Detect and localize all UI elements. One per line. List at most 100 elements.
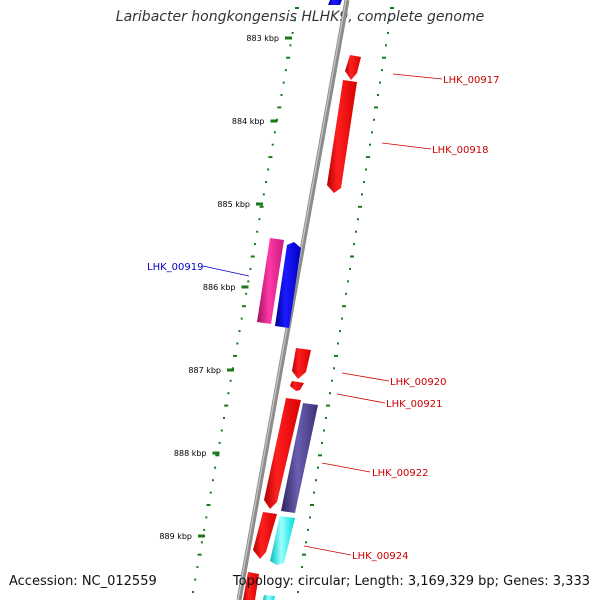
gc-dot-outer (381, 69, 383, 72)
leader-lhk-00924 (303, 545, 352, 556)
gc-dot-outer (317, 466, 319, 469)
cds-cyan-bottom[interactable] (263, 595, 275, 600)
gene-label-lhk-00919[interactable]: LHK_00919 (147, 262, 203, 273)
gc-dot-outer (385, 44, 387, 47)
gc-dot-inner (196, 566, 199, 569)
gc-dot-inner (209, 491, 212, 494)
gc-dot-outer (390, 7, 394, 9)
gc-dot-outer (326, 404, 330, 407)
gc-dot-inner (271, 143, 274, 146)
scale-tick-label: 888 kbp (174, 449, 207, 458)
gene-label-lhk-00922[interactable]: LHK_00922 (372, 468, 428, 479)
gc-dot-inner (273, 131, 276, 134)
cds-lhk-00924-cyan[interactable] (270, 516, 295, 565)
gc-dot-outer (374, 106, 378, 109)
gc-dot-outer (299, 578, 301, 581)
gc-dot-outer (373, 118, 375, 121)
cds-lhk-00919-blue[interactable] (275, 242, 301, 328)
gc-track-outer (297, 7, 394, 593)
cds-features (243, 0, 361, 600)
leader-lhk-00921 (336, 393, 386, 404)
gene-label-lhk-00920[interactable]: LHK_00920 (390, 377, 446, 388)
gc-dot-inner (238, 330, 241, 333)
gc-dot-outer (366, 156, 370, 159)
gc-dot-outer (358, 205, 362, 208)
gc-dot-outer (337, 342, 339, 345)
cds-lhk-00918[interactable] (327, 80, 357, 193)
gc-dot-inner (291, 31, 294, 34)
leader-lhk-00919 (202, 265, 250, 277)
scale-ticks: 883 kbp 884 kbp 885 kbp 886 kbp 887 kbp 888 k… (159, 34, 292, 541)
gc-dot-outer (315, 479, 317, 482)
gc-dot-outer (339, 330, 341, 333)
gc-dot-inner (245, 292, 248, 295)
gc-dot-inner (268, 156, 273, 159)
leader-lhk-00922 (321, 462, 371, 473)
gc-dot-inner (205, 516, 208, 519)
gc-dot-outer (389, 19, 391, 22)
gc-dot-inner (233, 354, 237, 357)
gc-dot-inner (229, 379, 232, 382)
gc-dot-outer (379, 81, 381, 84)
gc-dot-outer (341, 317, 343, 320)
gene-label-lhk-00917[interactable]: LHK_00917 (443, 75, 499, 86)
gc-dot-inner (223, 417, 225, 419)
gc-dot-inner (277, 106, 282, 109)
scale-tick-label: 883 kbp (246, 34, 279, 43)
gc-dot-inner (289, 44, 292, 47)
accession-text: Accession: NC_012559 (9, 574, 157, 589)
cds-lhk-00922-purple[interactable] (281, 403, 318, 513)
gc-track-inner (192, 7, 299, 593)
cds-lhk-00924-red[interactable] (253, 512, 277, 559)
gc-dot-outer (318, 454, 322, 457)
gc-dot-outer (363, 181, 365, 183)
gc-dot-inner (215, 454, 220, 457)
gc-dot-outer (371, 131, 373, 134)
gc-dot-outer (387, 31, 389, 34)
gc-dot-outer (323, 429, 325, 432)
gc-dot-inner (282, 81, 285, 84)
gc-dot-inner (293, 19, 296, 22)
gc-dot-outer (331, 379, 333, 382)
gene-label-lhk-00918[interactable]: LHK_00918 (432, 145, 488, 156)
cds-red-bottom[interactable] (243, 572, 259, 600)
cds-lhk-00921[interactable] (290, 381, 304, 391)
gc-dot-inner (214, 466, 217, 469)
gc-dot-inner (231, 367, 234, 370)
cds-lhk-00919-magenta[interactable] (257, 238, 284, 324)
gc-dot-outer (334, 354, 338, 357)
scale-tick-label: 884 kbp (232, 117, 265, 126)
gc-dot-inner (203, 528, 206, 531)
gene-label-lhk-00921[interactable]: LHK_00921 (386, 399, 442, 410)
map-title: Laribacter hongkongensis HLHK9, complete… (115, 9, 485, 25)
scale-tick-mark (198, 534, 205, 538)
gc-dot-outer (305, 541, 307, 544)
scale-tick-label: 887 kbp (188, 366, 221, 375)
cds-blue-top[interactable] (328, 0, 342, 5)
cds-lhk-00917[interactable] (345, 55, 361, 80)
gc-dot-inner (280, 94, 283, 96)
scale-tick-mark (285, 36, 292, 40)
gc-dot-inner (254, 243, 256, 246)
gc-dot-inner (218, 441, 221, 444)
gc-dot-outer (329, 392, 331, 395)
cds-lhk-00922-red[interactable] (264, 398, 301, 509)
gc-dot-inner (259, 205, 264, 208)
gc-dot-outer (377, 94, 379, 96)
gc-dot-outer (350, 255, 354, 258)
gc-dot-inner (247, 280, 250, 283)
scale-tick-label: 886 kbp (203, 283, 236, 292)
gc-dot-outer (310, 504, 314, 506)
gc-dot-inner (220, 429, 223, 432)
gc-dot-outer (342, 305, 346, 308)
gc-dot-inner (258, 218, 261, 221)
gene-label-lhk-00924[interactable]: LHK_00924 (352, 551, 408, 562)
scale-tick-mark (256, 202, 263, 206)
gc-dot-outer (369, 143, 371, 146)
gc-dot-inner (256, 230, 259, 233)
gc-dot-inner (197, 553, 202, 556)
scale-tick-mark (212, 451, 220, 455)
gc-dot-inner (240, 317, 243, 320)
gc-dot-outer (347, 280, 349, 283)
cds-lhk-00920[interactable] (292, 348, 311, 379)
